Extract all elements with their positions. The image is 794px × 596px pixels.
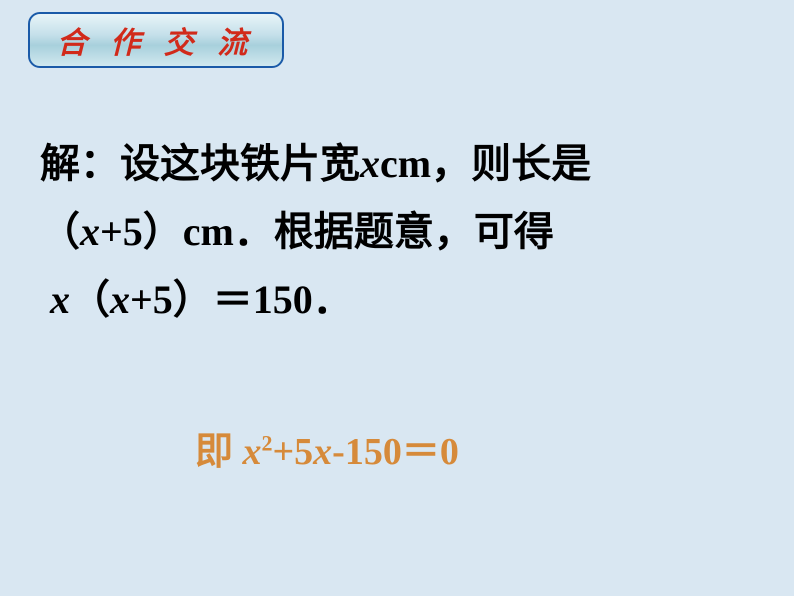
line1-prefix: 解：设这块铁片宽 (40, 141, 360, 186)
eq-mid: +5 (273, 431, 314, 473)
line1-var: x (360, 141, 380, 186)
content-block: 解：设这块铁片宽xcm，则长是 （x+5）cm．根据题意，可得 x（x+5）＝1… (40, 130, 754, 334)
eq-var1: x (243, 431, 262, 473)
main-text: 解：设这块铁片宽xcm，则长是 （x+5）cm．根据题意，可得 x（x+5）＝1… (40, 130, 754, 334)
line2-open: （ (40, 209, 80, 254)
line3-rest: +5）＝150． (130, 277, 353, 322)
eq-prefix: 即 (195, 431, 243, 473)
line3-var: x (50, 277, 70, 322)
eq-tail: -150＝0 (332, 431, 459, 473)
eq-var2: x (313, 431, 332, 473)
eq-exp: 2 (262, 430, 273, 455)
line2-rest: +5）cm．根据题意，可得 (100, 209, 554, 254)
banner-text: 合 作 交 流 (57, 18, 256, 62)
line3-open: （ (70, 277, 110, 322)
line1-unit: cm，则长是 (380, 141, 591, 186)
equation: 即 x2+5x-150＝0 (195, 420, 459, 475)
line3-var2: x (110, 277, 130, 322)
line2-var: x (80, 209, 100, 254)
banner: 合 作 交 流 (28, 12, 284, 68)
